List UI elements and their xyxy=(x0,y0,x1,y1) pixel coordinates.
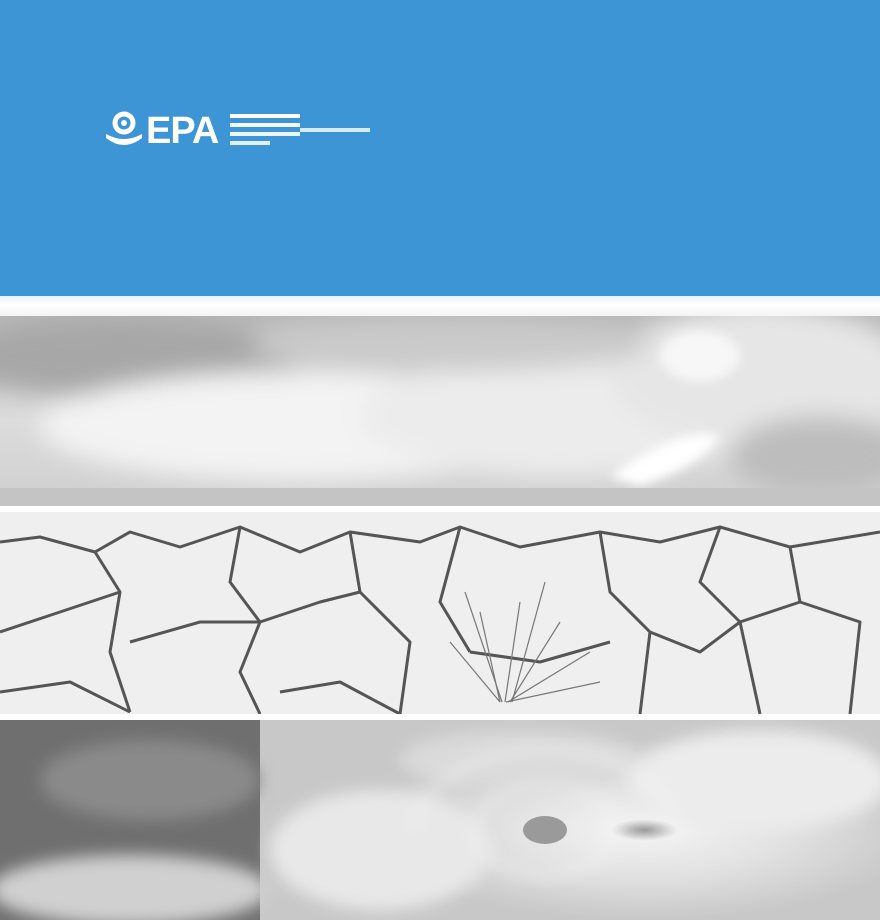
cracked-drought-earth-photo xyxy=(0,512,880,714)
logo-text: EPA xyxy=(146,110,219,152)
storm-clouds-photo xyxy=(0,316,880,506)
epa-seal-icon xyxy=(106,111,142,145)
header-separator xyxy=(0,296,880,316)
logo-stripes-icon xyxy=(230,114,370,145)
epa-logo: EPA xyxy=(104,108,374,154)
hurricane-satellite-photo xyxy=(0,720,880,920)
cover-header: EPA xyxy=(0,0,880,296)
